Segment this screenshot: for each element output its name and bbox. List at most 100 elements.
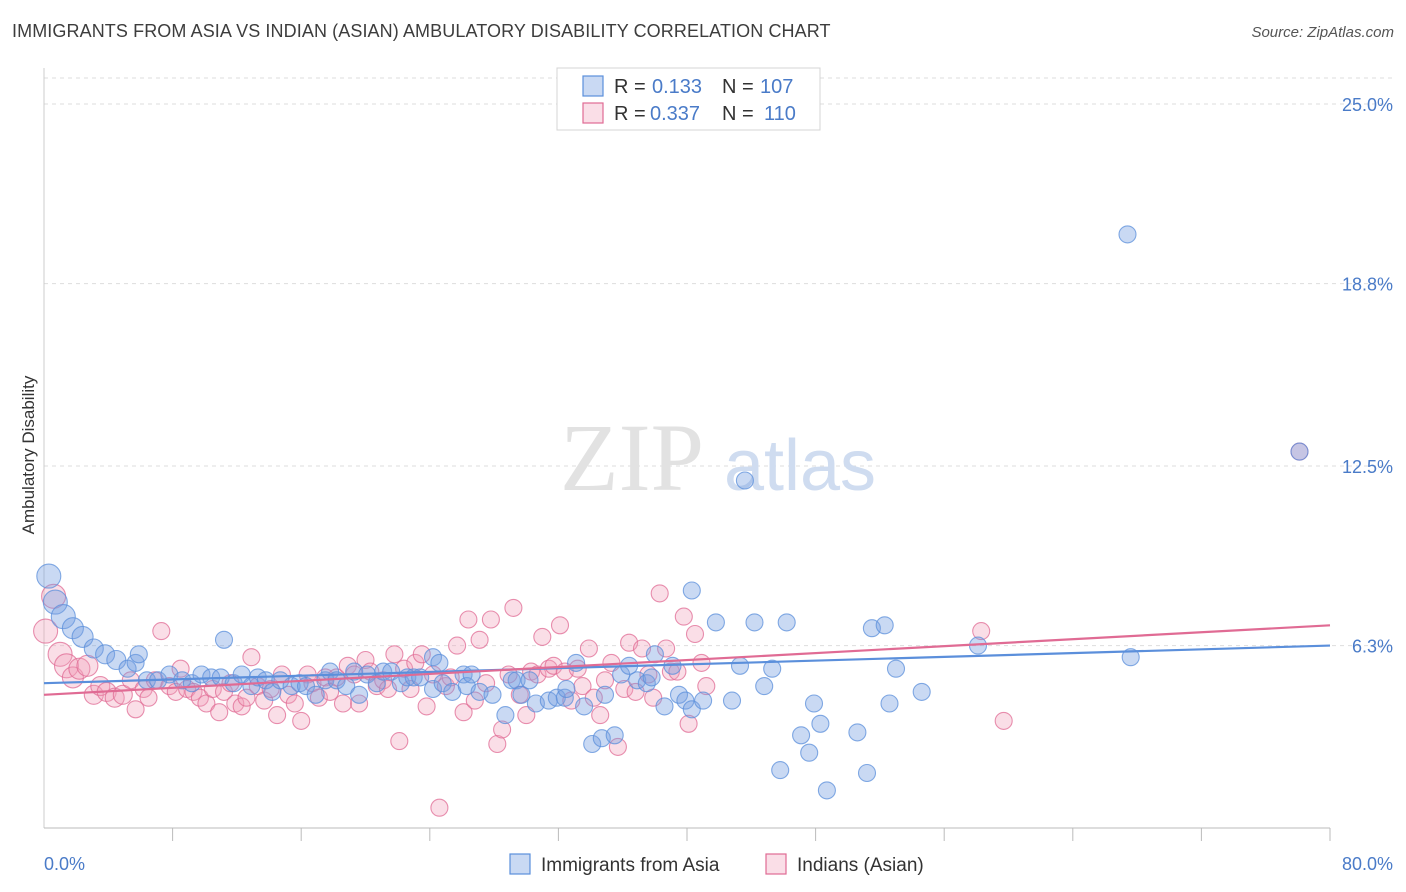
pink-point: [210, 703, 229, 722]
legend-r-value: 0.133: [652, 76, 702, 98]
pink-point: [356, 650, 375, 670]
blue-point: [430, 653, 449, 672]
pink-point: [53, 653, 80, 679]
bottom-legend-swatch-blue: [509, 853, 531, 875]
pink-point: [697, 677, 716, 696]
legend: R = 0.133 N = 107 R = 0.337 N = 110: [556, 67, 821, 131]
y-axis-label: Ambulatory Disability: [19, 375, 38, 534]
blue-point: [520, 671, 539, 690]
pink-point: [104, 687, 125, 708]
x-tick-label: 0.0%: [44, 854, 85, 874]
pink-point: [504, 598, 523, 617]
bottom-legend: Immigrants from Asia Indians (Asian): [509, 853, 924, 876]
blue-point: [875, 616, 894, 635]
blue-point: [857, 763, 877, 783]
pink-point: [679, 714, 698, 733]
bottom-legend-label: Immigrants from Asia: [541, 855, 720, 876]
pink-point: [465, 691, 484, 710]
legend-r-value: 0.337: [650, 103, 700, 125]
pink-point: [139, 688, 158, 707]
blue-point: [583, 734, 602, 754]
legend-n-value: 110: [764, 103, 796, 125]
chart-title: IMMIGRANTS FROM ASIA VS INDIAN (ASIAN) A…: [12, 21, 831, 41]
pink-point: [152, 622, 171, 641]
blue-point: [61, 617, 84, 640]
blue-point: [1118, 225, 1137, 244]
pink-point: [517, 706, 536, 725]
y-tick-label: 6.3%: [1352, 637, 1393, 657]
bottom-legend-swatch-pink: [765, 853, 787, 875]
pink-point: [390, 732, 409, 751]
pink-point: [401, 679, 420, 699]
pink-point: [591, 706, 610, 725]
blue-point: [71, 625, 94, 648]
pink-point: [333, 694, 353, 713]
pink-point: [309, 688, 328, 707]
y-tick-label: 18.8%: [1342, 275, 1393, 295]
points-layer: [33, 225, 1309, 817]
pink-point: [550, 616, 570, 635]
pink-point: [650, 584, 669, 603]
blue-point: [804, 694, 824, 713]
y-tick-label: 25.0%: [1342, 95, 1393, 115]
blue-point: [800, 743, 819, 762]
pink-point: [292, 711, 311, 730]
pink-point: [595, 671, 615, 690]
pink-point: [47, 641, 73, 667]
legend-n-value: 107: [760, 76, 793, 98]
blue-point: [512, 685, 531, 704]
pink-point: [668, 662, 687, 681]
blue-point: [95, 644, 116, 665]
grid-layer: [44, 77, 1394, 647]
blue-point: [496, 706, 515, 725]
legend-r-label: R =: [614, 76, 646, 98]
pink-point: [685, 624, 705, 644]
pink-point: [481, 610, 500, 629]
pink-point: [454, 703, 473, 722]
blue-point: [777, 613, 796, 632]
blue-point: [811, 714, 830, 733]
blue-point: [507, 671, 526, 690]
blue-point: [645, 645, 664, 664]
pink-point: [171, 659, 190, 678]
blue-point: [848, 723, 867, 742]
pink-point: [237, 688, 256, 707]
blue-point: [367, 674, 386, 693]
blue-point: [792, 726, 811, 745]
y-tick-labels: 6.3% 12.5% 18.8% 25.0%: [1342, 95, 1393, 657]
blue-point: [462, 665, 481, 684]
pink-trend-line: [43, 624, 1331, 696]
pink-point: [412, 645, 431, 664]
watermark: ZIP atlas: [560, 404, 876, 511]
pink-point: [657, 639, 676, 658]
blue-point: [1121, 648, 1140, 667]
pink-point: [493, 720, 512, 739]
blue-point: [771, 761, 790, 780]
blue-point: [763, 659, 782, 678]
pink-point: [459, 610, 478, 629]
blue-point: [706, 613, 725, 632]
blue-point: [755, 677, 774, 696]
blue-point: [350, 685, 369, 704]
pink-point: [417, 697, 436, 716]
blue-point: [655, 697, 674, 716]
blue-point: [642, 668, 661, 687]
pink-point: [674, 607, 693, 626]
blue-point: [423, 679, 443, 699]
legend-n-label: N =: [722, 103, 754, 125]
pink-point: [126, 700, 145, 719]
watermark-atlas: atlas: [724, 426, 876, 506]
blue-point: [575, 697, 594, 716]
x-tick-label: 80.0%: [1342, 854, 1393, 874]
blue-point: [912, 682, 931, 701]
blue-point: [214, 630, 234, 649]
blue-point: [730, 656, 750, 675]
blue-point: [1290, 442, 1309, 461]
pink-point: [268, 706, 287, 725]
blue-point: [682, 581, 701, 600]
y-tick-label: 12.5%: [1342, 457, 1393, 477]
pink-point: [533, 627, 552, 646]
legend-r-label: R =: [614, 103, 646, 125]
blue-point: [502, 671, 521, 690]
